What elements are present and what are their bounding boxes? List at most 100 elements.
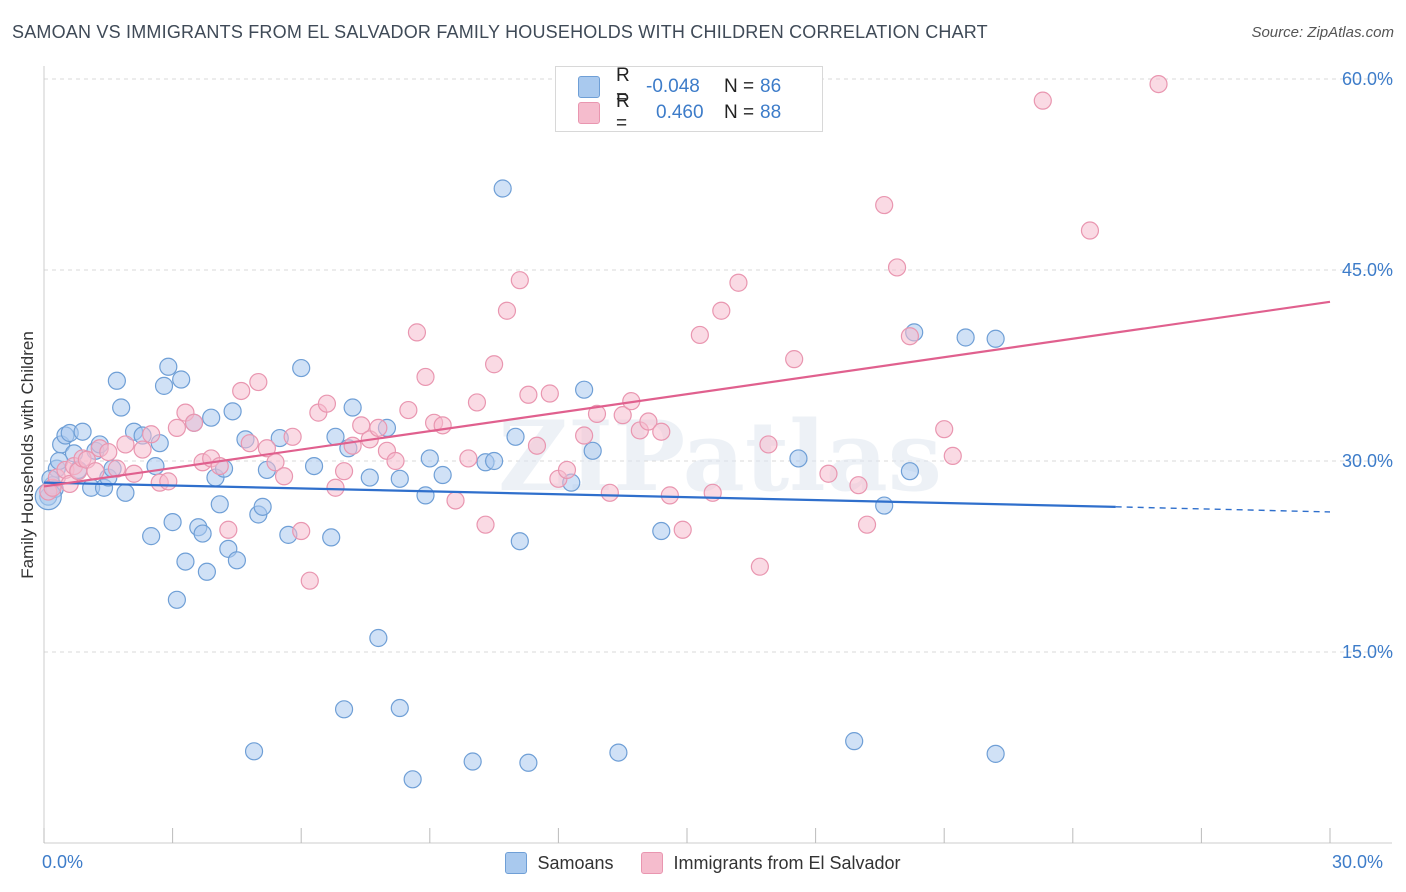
r-label: R = bbox=[616, 65, 630, 108]
correlation-legend: R = -0.048 N = 86 R = 0.460 N = 88 bbox=[555, 65, 823, 134]
samoan-point bbox=[172, 370, 191, 389]
el-salvador-point bbox=[300, 571, 319, 590]
samoan-point bbox=[223, 402, 242, 421]
samoan-point bbox=[510, 532, 529, 551]
r-value: 0.460 bbox=[656, 102, 704, 123]
el-salvador-point bbox=[935, 420, 954, 439]
el-salvador-point bbox=[750, 557, 769, 576]
samoan-point bbox=[322, 528, 341, 547]
el-salvador-point bbox=[116, 435, 135, 454]
legend-row-el-salvador: R = 0.460 N = 88 bbox=[578, 91, 782, 134]
samoan-point bbox=[403, 770, 422, 789]
x-tick-max: 30.0% bbox=[1332, 852, 1384, 872]
el-salvador-point bbox=[900, 327, 920, 346]
el-salvador-trend-line bbox=[43, 300, 1331, 488]
el-salvador-point bbox=[292, 521, 311, 541]
el-salvador-point bbox=[240, 434, 259, 453]
samoan-point bbox=[420, 449, 439, 468]
el-salvador-point bbox=[283, 427, 302, 446]
el-salvador-point bbox=[219, 520, 238, 539]
samoan-point bbox=[227, 551, 246, 570]
el-salvador-point bbox=[875, 195, 894, 215]
n-value: 88 bbox=[760, 102, 782, 123]
el-salvador-point bbox=[99, 442, 118, 462]
blue-swatch-icon bbox=[505, 852, 528, 874]
el-salvador-point bbox=[232, 381, 251, 401]
samoan-point bbox=[176, 552, 195, 571]
el-salvador-point bbox=[416, 367, 435, 387]
samoan-point bbox=[900, 462, 920, 481]
legend-label: Immigrants from El Salvador bbox=[673, 852, 901, 873]
samoan-point bbox=[575, 380, 594, 399]
axes bbox=[43, 66, 1392, 844]
samoan-point bbox=[334, 700, 354, 719]
el-salvador-point bbox=[613, 406, 632, 425]
el-salvador-point bbox=[485, 355, 504, 374]
el-salvador-point bbox=[459, 449, 478, 468]
el-salvador-point bbox=[639, 412, 658, 431]
el-salvador-point bbox=[107, 459, 126, 478]
el-salvador-point bbox=[849, 476, 868, 495]
el-salvador-point bbox=[334, 462, 354, 481]
samoan-point bbox=[112, 398, 131, 417]
el-salvador-point bbox=[167, 418, 186, 437]
el-salvador-point bbox=[600, 483, 619, 502]
el-salvador-point bbox=[510, 271, 529, 290]
samoan-point bbox=[210, 495, 229, 514]
el-salvador-point bbox=[587, 404, 607, 423]
el-salvador-point bbox=[519, 385, 538, 404]
el-salvador-point bbox=[652, 422, 671, 441]
samoan-point bbox=[197, 562, 216, 581]
samoan-point bbox=[107, 371, 126, 390]
samoan-point bbox=[167, 590, 186, 609]
y-tick-label: 15.0% bbox=[1342, 642, 1393, 662]
samoan-point bbox=[292, 358, 311, 378]
samoan-point bbox=[360, 468, 379, 487]
y-tick-label: 30.0% bbox=[1342, 451, 1393, 471]
pink-swatch-icon bbox=[578, 102, 600, 124]
samoan-point bbox=[142, 527, 161, 546]
el-salvador-point bbox=[1149, 74, 1168, 94]
samoan-point bbox=[193, 524, 212, 543]
samoan-point bbox=[163, 513, 182, 532]
samoan-point bbox=[493, 179, 512, 198]
el-salvador-point bbox=[759, 435, 778, 454]
samoan-point bbox=[986, 744, 1005, 763]
el-salvador-point bbox=[857, 515, 877, 534]
el-salvador-point bbox=[540, 384, 559, 403]
y-tick-labels: 15.0% 30.0% 45.0% 60.0% bbox=[1342, 69, 1393, 662]
gridlines bbox=[44, 78, 1392, 653]
legend-item-el-salvador[interactable]: Immigrants from El Salvador bbox=[641, 852, 901, 874]
pink-swatch-icon bbox=[641, 852, 664, 874]
n-value: 86 bbox=[760, 76, 782, 97]
el-salvador-point bbox=[1033, 91, 1052, 110]
samoan-point bbox=[463, 752, 482, 771]
samoan-point bbox=[202, 408, 221, 427]
el-salvador-point bbox=[575, 426, 594, 445]
el-salvador-point bbox=[446, 491, 465, 510]
el-salvador-point bbox=[133, 440, 152, 459]
legend-item-samoans[interactable]: Samoans bbox=[505, 852, 613, 874]
el-salvador-point bbox=[386, 451, 405, 471]
samoan-point bbox=[304, 456, 324, 476]
n-label: N = bbox=[724, 76, 755, 97]
legend-label: Samoans bbox=[537, 852, 614, 873]
legend-row-samoans: R = -0.048 N = 86 bbox=[578, 65, 782, 108]
el-salvador-point bbox=[690, 325, 709, 345]
samoan-point bbox=[652, 521, 671, 541]
y-tick-label: 45.0% bbox=[1342, 260, 1393, 280]
chart-title: SAMOAN VS IMMIGRANTS FROM EL SALVADOR FA… bbox=[12, 22, 988, 42]
el-salvador-point bbox=[819, 464, 838, 483]
n-label: N = bbox=[724, 102, 755, 123]
el-salvador-point bbox=[274, 467, 294, 486]
samoan-point bbox=[583, 441, 602, 460]
samoans-trend-line bbox=[43, 481, 1116, 508]
el-salvador-point bbox=[257, 439, 277, 458]
trend-lines bbox=[43, 300, 1331, 513]
samoan-point bbox=[159, 357, 178, 376]
el-salvador-points bbox=[39, 74, 1168, 590]
samoan-point bbox=[73, 422, 92, 441]
el-salvador-point bbox=[497, 301, 517, 320]
el-salvador-point bbox=[467, 393, 487, 412]
